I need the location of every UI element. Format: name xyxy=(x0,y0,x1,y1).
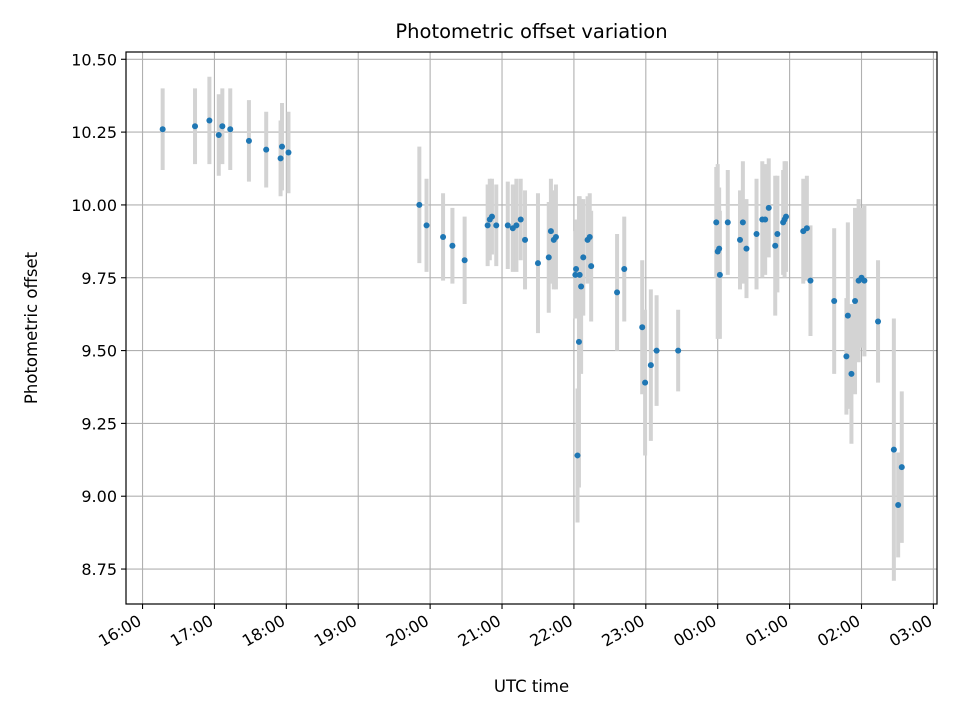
data-point xyxy=(547,228,554,235)
data-point xyxy=(449,242,456,249)
data-point xyxy=(713,219,720,226)
data-point xyxy=(440,233,447,240)
data-point xyxy=(762,216,769,223)
data-point xyxy=(739,219,746,226)
data-points xyxy=(159,117,905,508)
data-point xyxy=(484,222,491,229)
data-point xyxy=(586,233,593,240)
data-point xyxy=(647,362,654,369)
data-point xyxy=(513,222,520,229)
data-point xyxy=(192,123,199,130)
data-point xyxy=(206,117,213,124)
x-axis-title: UTC time xyxy=(494,677,569,696)
data-point xyxy=(861,277,868,284)
data-point xyxy=(737,236,744,243)
y-tick-label: 9.25 xyxy=(81,414,117,433)
data-point xyxy=(844,312,851,319)
data-point xyxy=(575,338,582,345)
y-tick-label: 8.75 xyxy=(81,560,117,579)
data-point xyxy=(522,236,529,243)
data-point xyxy=(875,318,882,325)
y-tick-label: 9.00 xyxy=(81,487,117,506)
data-point xyxy=(765,204,772,211)
y-tick-label: 10.25 xyxy=(71,123,117,142)
data-point xyxy=(277,155,284,162)
data-point xyxy=(895,501,902,508)
data-point xyxy=(803,225,810,232)
data-point xyxy=(552,233,559,240)
data-point xyxy=(621,266,628,273)
data-point xyxy=(461,257,468,264)
data-point xyxy=(263,146,270,153)
data-point xyxy=(245,137,252,144)
data-point xyxy=(890,446,897,453)
data-point xyxy=(215,132,222,139)
data-point xyxy=(279,143,286,150)
grid xyxy=(126,52,937,604)
data-point xyxy=(588,263,595,270)
y-tick-label: 10.50 xyxy=(71,50,117,69)
data-point xyxy=(488,213,495,220)
data-point xyxy=(504,222,511,229)
data-point xyxy=(572,271,579,278)
data-point xyxy=(772,242,779,249)
data-point xyxy=(783,213,790,220)
data-point xyxy=(227,126,234,133)
data-point xyxy=(574,452,581,459)
data-point xyxy=(614,289,621,296)
data-point xyxy=(285,149,292,156)
data-point xyxy=(423,222,430,229)
data-point xyxy=(898,464,905,471)
data-point xyxy=(852,298,859,305)
data-point xyxy=(642,379,649,386)
data-point xyxy=(774,231,781,238)
data-point xyxy=(578,283,585,290)
data-point xyxy=(743,245,750,252)
y-axis-title: Photometric offset xyxy=(22,251,41,404)
data-point xyxy=(716,245,723,252)
data-point xyxy=(416,201,423,208)
data-point xyxy=(545,254,552,261)
data-point xyxy=(675,347,682,354)
plot-area-frame xyxy=(125,51,938,605)
data-point xyxy=(724,219,731,226)
data-point xyxy=(653,347,660,354)
y-tick-label: 10.00 xyxy=(71,196,117,215)
data-point xyxy=(831,298,838,305)
data-point xyxy=(573,266,580,273)
data-point xyxy=(848,370,855,377)
data-point xyxy=(639,324,646,331)
data-point xyxy=(716,271,723,278)
y-tick-label: 9.75 xyxy=(81,269,117,288)
data-point xyxy=(580,254,587,261)
data-point xyxy=(753,231,760,238)
data-point xyxy=(576,271,583,278)
y-tick-label: 9.50 xyxy=(81,342,117,361)
data-point xyxy=(807,277,814,284)
data-point xyxy=(517,216,524,223)
data-point xyxy=(843,353,850,360)
data-point xyxy=(159,126,166,133)
chart-title: Photometric offset variation xyxy=(395,20,667,43)
data-point xyxy=(534,260,541,267)
data-point xyxy=(493,222,500,229)
data-point xyxy=(219,123,226,130)
